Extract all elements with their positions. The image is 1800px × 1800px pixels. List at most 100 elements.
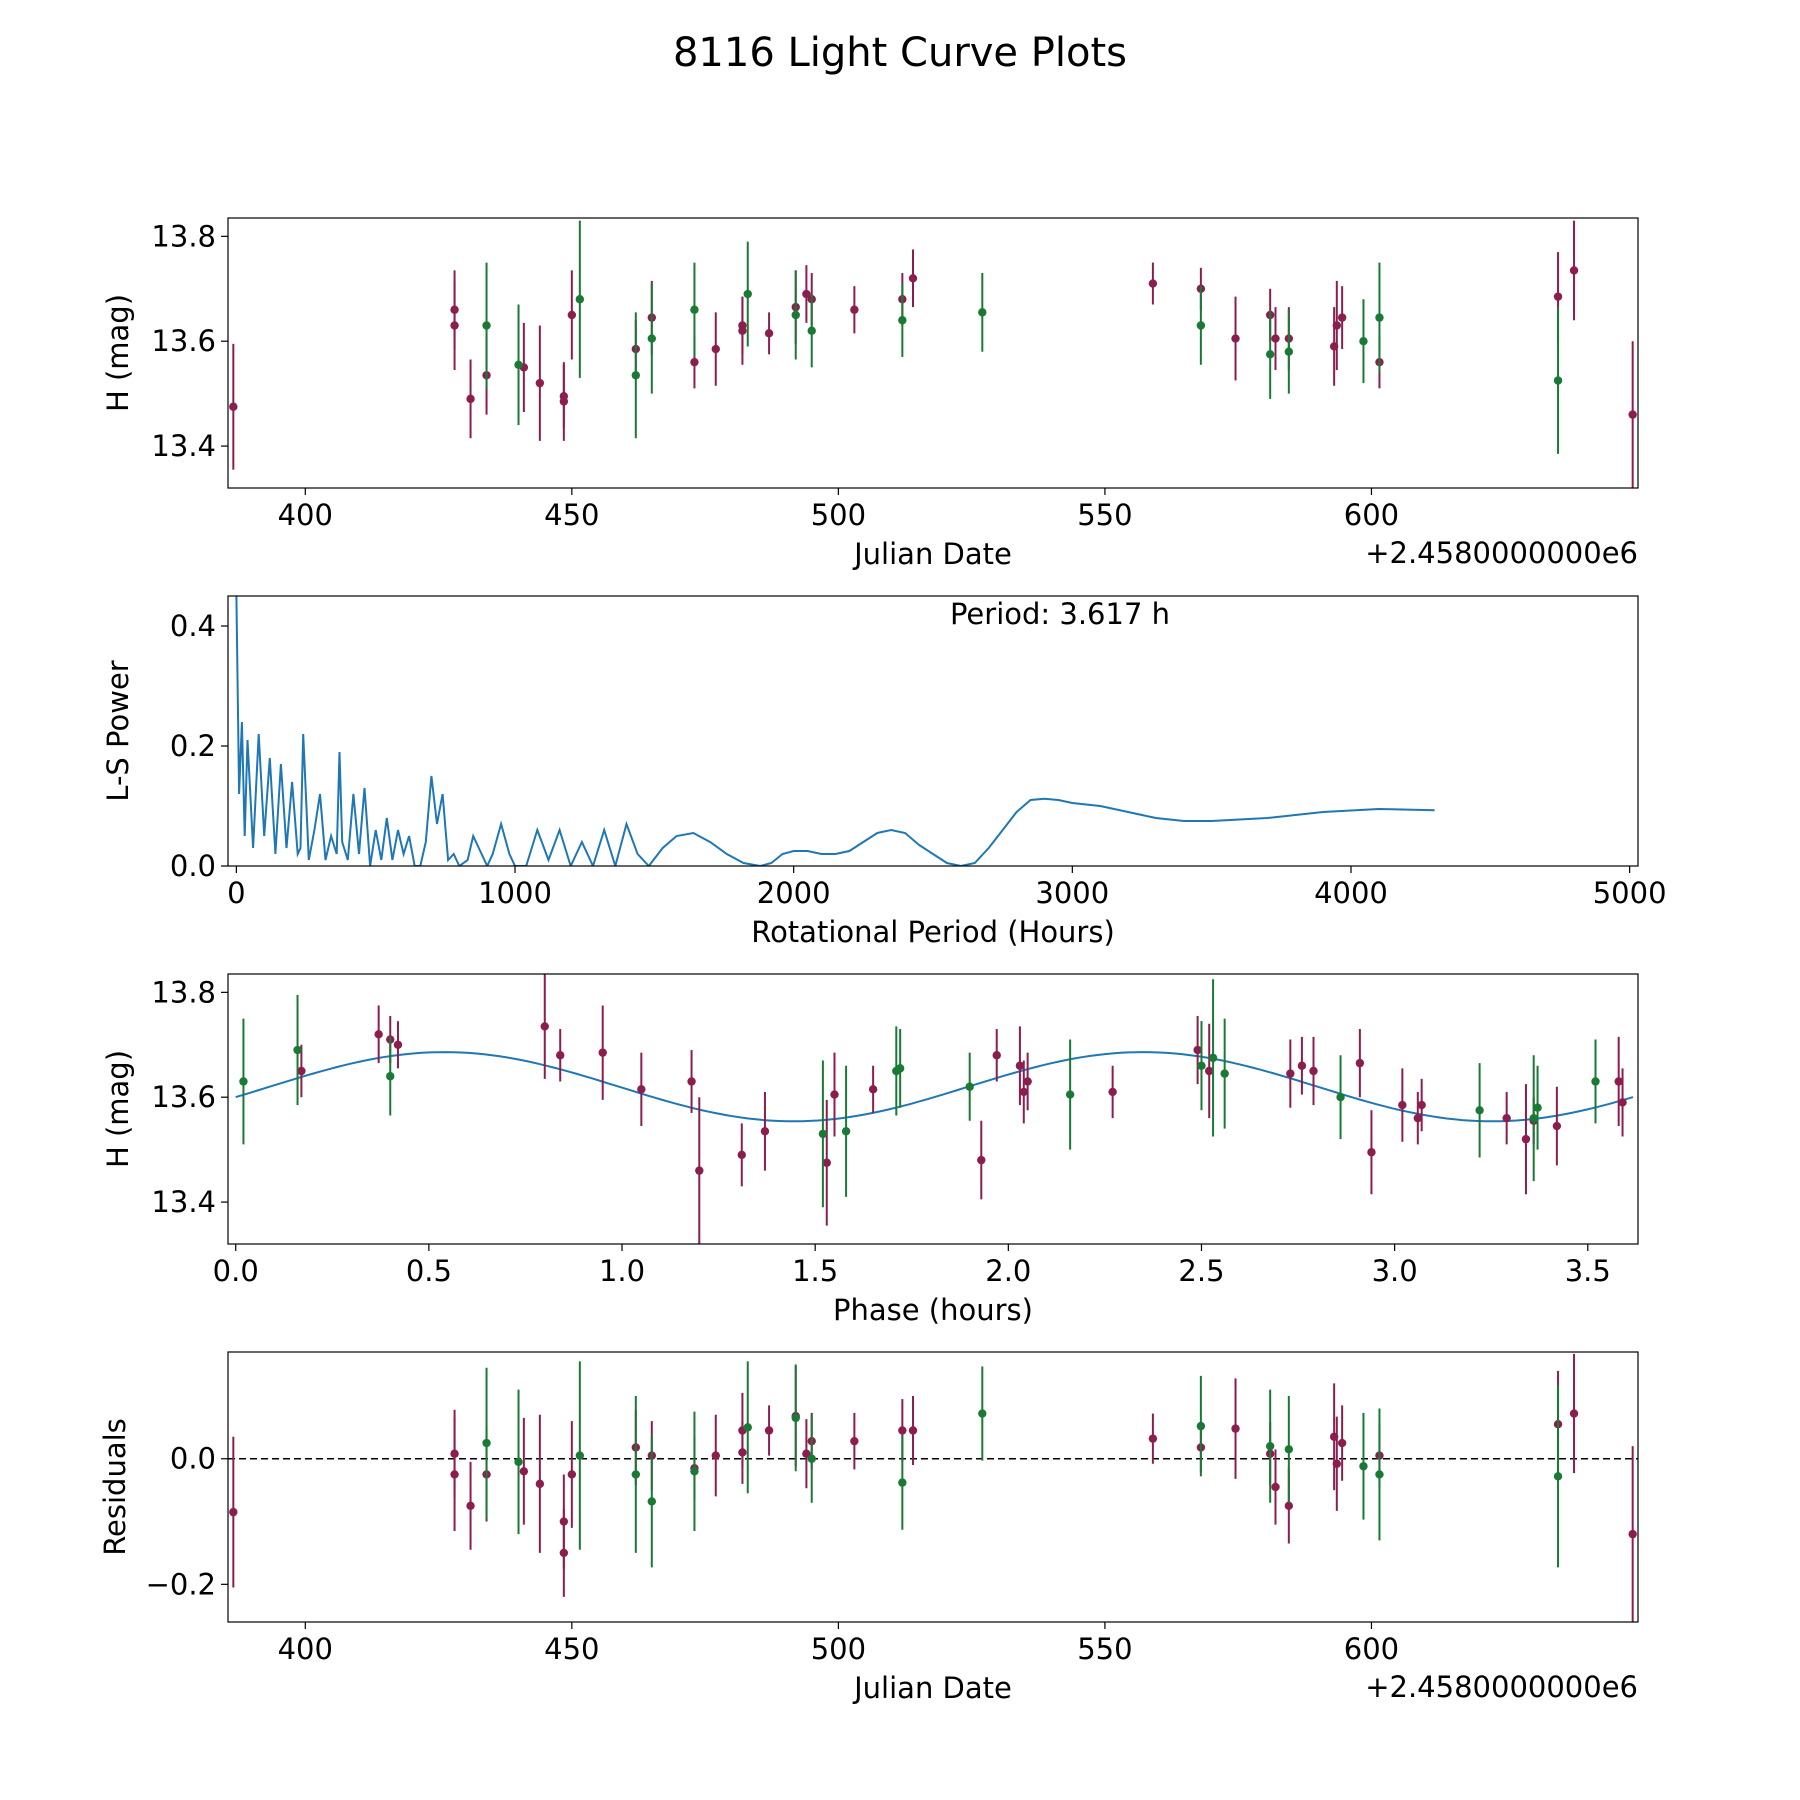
data-point xyxy=(559,1548,569,1558)
data-point xyxy=(690,357,699,367)
subplot-phased: 0.0 0.5 1.0 1.5 2.0 2.5 3.0 3.5 13.4 13.6 13.8 Phas… xyxy=(101,973,1639,1327)
subplot-lightcurve: 400 450 500 550 600 13.4 13.6 13.8 Julian Date H … xyxy=(101,217,1639,571)
data-layer xyxy=(235,974,1634,1244)
x-tick-label: 5000 xyxy=(1593,876,1667,910)
data-point xyxy=(992,1051,1001,1060)
x-tick-label: 600 xyxy=(1344,1632,1399,1666)
data-point xyxy=(1220,1069,1229,1078)
data-point xyxy=(1231,1424,1240,1433)
data-point xyxy=(1205,1066,1214,1076)
x-tick-label: 550 xyxy=(1077,498,1132,532)
data-point xyxy=(1309,1066,1318,1076)
data-point xyxy=(807,1454,816,1463)
x-offset-label: +2.4580000000e6 xyxy=(1365,1670,1638,1704)
data-point xyxy=(695,1166,704,1175)
data-point xyxy=(386,1072,395,1081)
data-point xyxy=(1413,1113,1423,1123)
data-point xyxy=(229,402,238,411)
data-point xyxy=(556,1051,565,1060)
data-point xyxy=(1332,1459,1342,1468)
data-point xyxy=(764,329,774,338)
data-point xyxy=(1552,1121,1562,1131)
x-tick-label: 0.0 xyxy=(213,1254,259,1288)
data-point xyxy=(830,1090,839,1099)
data-point xyxy=(1533,1103,1542,1112)
x-tick-label: 2000 xyxy=(757,876,831,910)
x-tick-label: 1.5 xyxy=(792,1254,838,1288)
data-layer xyxy=(229,220,1637,488)
data-point xyxy=(1359,337,1368,346)
data-point xyxy=(1591,1077,1600,1086)
x-tick-label: 1000 xyxy=(478,876,552,910)
data-point xyxy=(1553,1472,1563,1481)
data-point xyxy=(1367,1148,1376,1157)
data-point xyxy=(1108,1087,1117,1097)
data-point xyxy=(559,392,569,401)
y-tick-label: 13.8 xyxy=(151,975,216,1009)
x-tick-label: 0.5 xyxy=(406,1254,452,1288)
x-axis-label: Rotational Period (Hours) xyxy=(751,915,1115,949)
data-point xyxy=(978,308,987,317)
data-point xyxy=(1553,376,1563,385)
y-tick-label: 13.4 xyxy=(151,429,216,463)
x-tick-label: 2.0 xyxy=(985,1254,1031,1288)
data-point xyxy=(1375,1470,1384,1479)
data-point xyxy=(637,1085,646,1094)
data-point xyxy=(1284,1501,1294,1511)
x-tick-label: 600 xyxy=(1344,498,1399,532)
figure-title: 8116 Light Curve Plots xyxy=(673,30,1127,76)
y-tick-label: 13.6 xyxy=(151,1080,216,1114)
data-point xyxy=(1231,334,1240,343)
data-point xyxy=(868,1085,878,1094)
y-tick-label: 0.0 xyxy=(170,849,216,883)
data-point xyxy=(1628,1529,1637,1539)
x-axis-label: Phase (hours) xyxy=(833,1293,1033,1327)
data-point xyxy=(743,1423,752,1432)
data-point xyxy=(791,310,800,320)
data-point xyxy=(1286,1069,1295,1078)
data-point xyxy=(737,1150,746,1160)
data-point xyxy=(598,1048,607,1057)
x-tick-label: 1.0 xyxy=(599,1254,645,1288)
data-point xyxy=(791,1413,800,1423)
data-point xyxy=(482,321,491,330)
data-point xyxy=(690,1467,699,1476)
data-point xyxy=(687,1077,696,1086)
data-point xyxy=(690,305,699,314)
data-point xyxy=(908,274,918,283)
data-point xyxy=(1569,1409,1579,1418)
subplot-residuals: 400 450 500 550 600 −0.2 0.0 Julian Date Residua… xyxy=(98,1351,1639,1705)
data-layer xyxy=(228,1353,1638,1622)
data-point xyxy=(1337,1438,1347,1448)
data-point xyxy=(1196,1421,1206,1431)
data-point xyxy=(1196,321,1206,330)
data-point xyxy=(895,1064,905,1073)
data-point xyxy=(293,1045,302,1055)
data-point xyxy=(1417,1100,1426,1110)
data-point xyxy=(1529,1113,1538,1123)
data-point xyxy=(1628,410,1637,419)
x-tick-label: 500 xyxy=(811,498,866,532)
data-point xyxy=(1197,1061,1206,1070)
x-tick-label: 550 xyxy=(1077,1632,1132,1666)
data-point xyxy=(1015,1061,1025,1070)
data-point xyxy=(711,344,720,354)
x-axis-label: Julian Date xyxy=(852,1671,1012,1705)
data-point xyxy=(1265,350,1275,359)
data-point xyxy=(898,316,907,325)
data-point xyxy=(1475,1106,1484,1115)
x-tick-label: 3.5 xyxy=(1565,1254,1611,1288)
axes-frame xyxy=(227,1351,1639,1623)
data-point xyxy=(965,1082,974,1091)
x-axis-label: Julian Date xyxy=(852,537,1012,571)
y-tick-label: 0.0 xyxy=(170,1442,216,1476)
y-tick-label: 0.4 xyxy=(170,609,216,643)
data-point xyxy=(1614,1077,1623,1086)
model-fit-curve xyxy=(235,1051,1634,1123)
data-point xyxy=(567,1470,577,1479)
y-tick-label: 13.4 xyxy=(151,1185,216,1219)
data-point xyxy=(1355,1058,1365,1068)
y-axis-label: Residuals xyxy=(98,1418,132,1556)
data-point xyxy=(519,1467,529,1476)
